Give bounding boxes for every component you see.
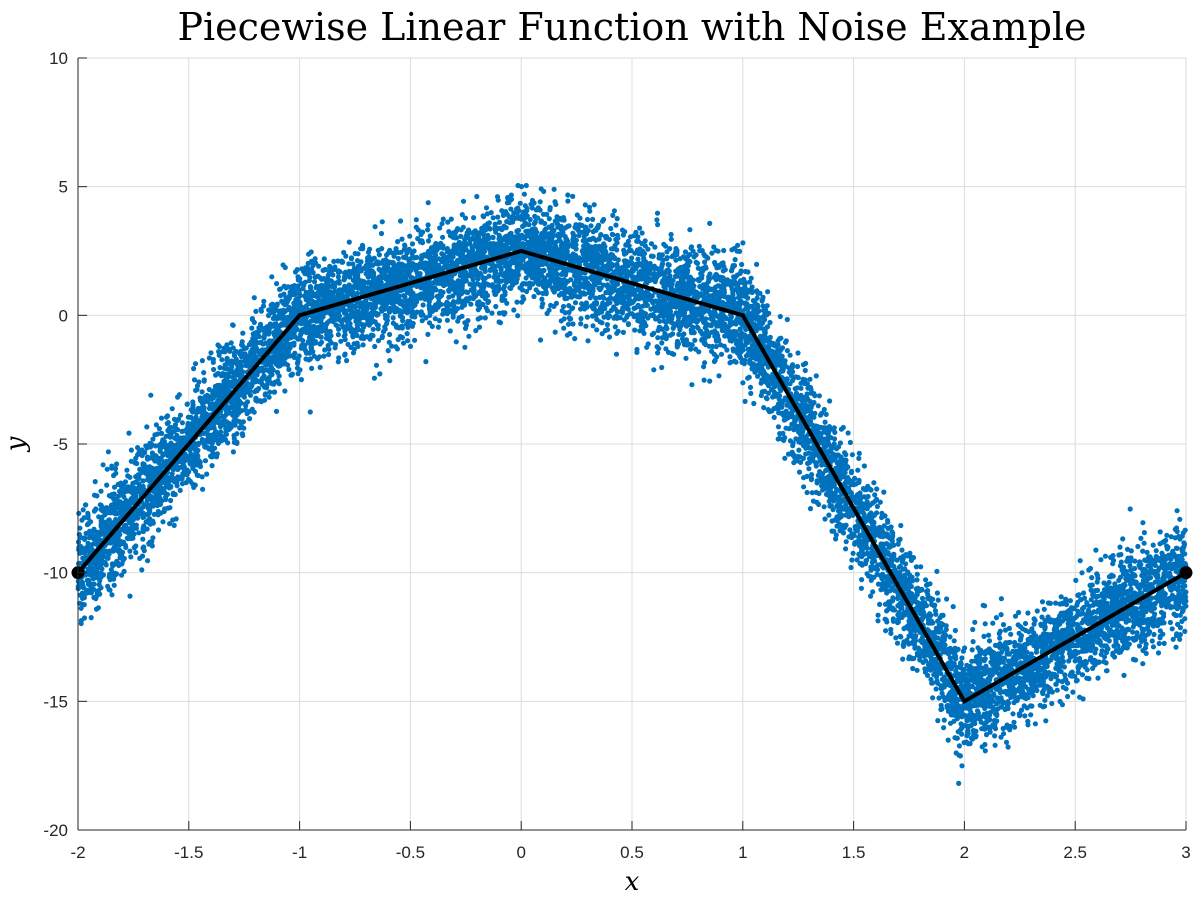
x-tick-label-10: 3 xyxy=(1181,843,1190,862)
x-tick-label-0: -2 xyxy=(70,843,85,862)
tick-labels: -2 -1.5 -1 -0.5 0 0.5 1 1.5 2 2.5 3 -20 -15 -10 -5 0 5 10 xyxy=(43,49,1190,862)
x-tick-label-8: 2 xyxy=(960,843,969,862)
y-tick-label-0: -20 xyxy=(43,821,68,840)
piecewise-line xyxy=(76,248,1188,705)
x-tick-label-6: 1 xyxy=(738,843,747,862)
y-tick-label-1: -15 xyxy=(43,692,68,711)
x-tick-label-3: -0.5 xyxy=(396,843,425,862)
x-tick-label-7: 1.5 xyxy=(842,843,866,862)
grid xyxy=(77,57,1187,831)
x-tick-label-4: 0 xyxy=(516,843,525,862)
x-tick-label-5: 0.5 xyxy=(620,843,644,862)
chart-title: Piecewise Linear Function with Noise Exa… xyxy=(177,5,1086,49)
scatter-points xyxy=(75,182,1189,786)
y-tick-label-3: -5 xyxy=(53,435,68,454)
x-axis-label: x xyxy=(625,867,640,897)
x-tick-label-9: 2.5 xyxy=(1063,843,1087,862)
y-tick-label-5: 5 xyxy=(59,178,68,197)
x-tick-label-2: -1 xyxy=(292,843,307,862)
y-axis-label: y xyxy=(1,436,31,452)
x-tick-label-1: -1.5 xyxy=(174,843,203,862)
endpoint-marker-1 xyxy=(1179,566,1193,580)
y-tick-label-4: 0 xyxy=(59,306,68,325)
y-tick-label-2: -10 xyxy=(43,564,68,583)
axes xyxy=(77,57,1187,831)
y-tick-label-6: 10 xyxy=(49,49,68,68)
scatter-series xyxy=(75,182,1189,786)
